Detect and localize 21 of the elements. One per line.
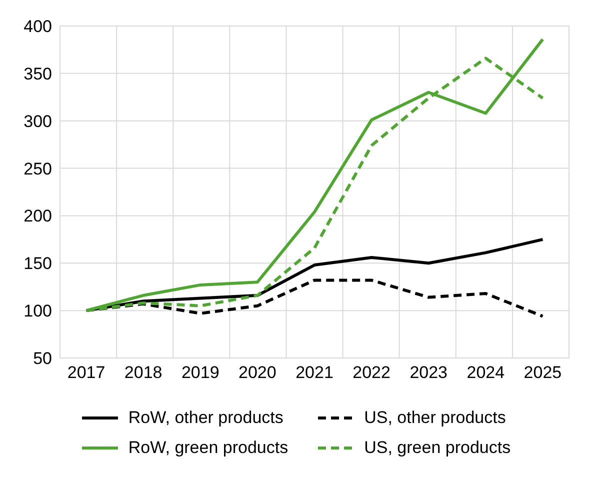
legend-label: US, green products (364, 438, 511, 458)
x-tick-label: 2025 (524, 363, 562, 382)
y-tick-label: 300 (24, 112, 52, 131)
x-tick-label: 2021 (296, 363, 334, 382)
y-tick-label: 250 (24, 159, 52, 178)
legend-label: RoW, green products (128, 438, 288, 458)
legend-label: RoW, other products (128, 408, 284, 428)
y-tick-label: 350 (24, 64, 52, 84)
x-tick-label: 2020 (238, 363, 276, 382)
legend-label: US, other products (364, 408, 506, 428)
y-tick-label: 50 (33, 349, 52, 368)
y-tick-label: 150 (24, 254, 52, 274)
x-tick-label: 2022 (352, 363, 390, 382)
y-tick-label: 400 (24, 17, 52, 36)
y-tick-label: 100 (24, 302, 52, 321)
x-tick-label: 2018 (124, 363, 162, 382)
x-tick-label: 2023 (410, 363, 448, 382)
x-tick-label: 2019 (181, 363, 220, 382)
x-tick-label: 2017 (67, 363, 106, 382)
y-tick-label: 200 (24, 206, 52, 226)
x-tick-label: 2024 (466, 363, 505, 382)
